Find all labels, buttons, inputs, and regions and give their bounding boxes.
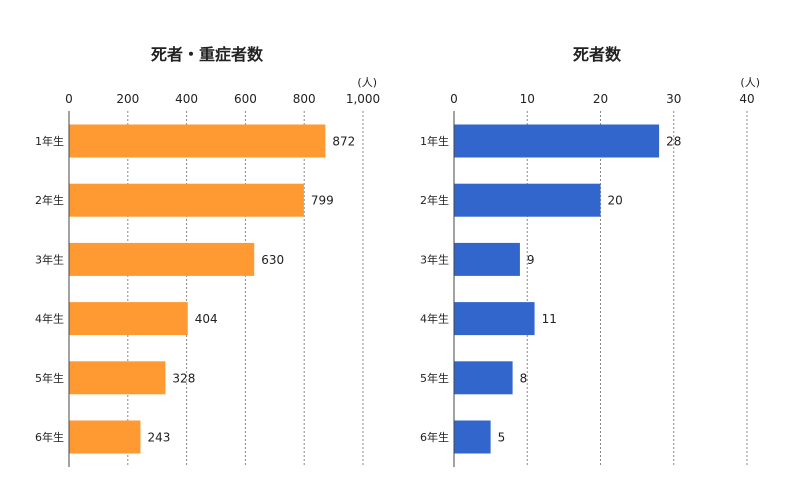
x-tick-label: 600: [234, 92, 257, 106]
category-label: 5年生: [35, 371, 64, 385]
category-label: 6年生: [35, 430, 64, 444]
category-label: 6年生: [420, 430, 449, 444]
value-label: 799: [311, 194, 334, 208]
x-tick-label: 800: [293, 92, 316, 106]
bar: [454, 242, 520, 276]
x-tick-label: 10: [520, 92, 535, 106]
category-label: 4年生: [420, 312, 449, 326]
chart-title: 死者数: [573, 45, 622, 64]
x-tick-label: 1,000: [346, 92, 380, 106]
chart-title: 死者・重症者数: [151, 45, 264, 64]
x-tick-label: 0: [65, 92, 73, 106]
value-label: 404: [195, 312, 218, 326]
value-label: 243: [147, 431, 170, 445]
value-label: 20: [608, 194, 623, 208]
axis-unit-label: (人): [357, 76, 377, 89]
x-tick-label: 400: [175, 92, 198, 106]
bar: [454, 420, 491, 454]
bar: [69, 361, 166, 395]
bar: [454, 183, 601, 217]
category-label: 3年生: [420, 252, 449, 266]
value-label: 28: [666, 135, 681, 149]
category-label: 2年生: [420, 193, 449, 207]
category-label: 2年生: [35, 193, 64, 207]
value-label: 8: [520, 371, 528, 385]
axis-unit-label: (人): [740, 76, 760, 89]
value-label: 5: [498, 431, 506, 445]
category-label: 4年生: [35, 312, 64, 326]
x-tick-label: 30: [666, 92, 681, 106]
bar: [69, 420, 141, 454]
category-label: 1年生: [420, 134, 449, 148]
bar: [69, 124, 326, 158]
bar: [69, 302, 188, 336]
value-label: 630: [261, 253, 284, 267]
category-label: 3年生: [35, 252, 64, 266]
x-tick-label: 200: [116, 92, 139, 106]
category-label: 5年生: [420, 371, 449, 385]
x-tick-label: 0: [450, 92, 458, 106]
bar: [69, 183, 304, 217]
category-label: 1年生: [35, 134, 64, 148]
value-label: 872: [332, 135, 355, 149]
bar: [454, 361, 513, 395]
x-tick-label: 40: [739, 92, 754, 106]
x-tick-label: 20: [593, 92, 608, 106]
chart-injuries: 死者・重症者数 (人) 0 200 400 600 800 1,000 1年生 872 2年生 799…: [35, 45, 380, 467]
chart-deaths: 死者数 (人) 0 10 20 30 40 1年生 28 2年生 20 3年生 9 4年生 11 5年生 8 6年…: [420, 45, 760, 467]
value-label: 9: [527, 253, 535, 267]
bar: [69, 242, 255, 276]
bar: [454, 124, 660, 158]
value-label: 328: [172, 371, 195, 385]
value-label: 11: [542, 312, 557, 326]
bar: [454, 302, 535, 336]
